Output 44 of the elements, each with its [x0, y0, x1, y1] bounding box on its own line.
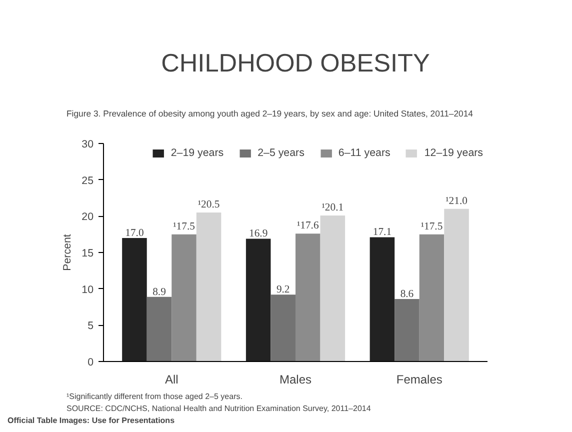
- data-label: 16.9: [249, 228, 268, 240]
- x-tick-label: Males: [279, 372, 312, 386]
- data-label: ¹17.5: [173, 221, 195, 232]
- legend-label: 2–19 years: [170, 147, 224, 159]
- data-label: ¹20.5: [198, 200, 220, 211]
- bar: [196, 212, 222, 362]
- bar: [394, 299, 420, 362]
- y-tick-label: 30: [82, 138, 94, 150]
- y-tick-label: 0: [88, 356, 94, 368]
- bar: [370, 237, 395, 362]
- data-label: 8.6: [400, 289, 414, 300]
- bar: [122, 238, 147, 362]
- source-note: SOURCE: CDC/NCHS, National Health and Nutrition Examination Survey, 2011–2014: [66, 404, 372, 413]
- bar: [146, 296, 172, 362]
- y-tick-label: 10: [82, 284, 94, 296]
- x-tick-label: All: [164, 372, 178, 386]
- bar: [296, 234, 320, 362]
- bar: [320, 215, 346, 362]
- legend-label: 12–19 years: [424, 147, 483, 159]
- bar: [444, 208, 469, 362]
- data-label: 8.9: [152, 286, 166, 298]
- data-label: 17.0: [125, 228, 144, 239]
- data-label: 9.2: [276, 284, 290, 296]
- legend-label: 6–11 years: [338, 147, 390, 159]
- bar: [270, 294, 296, 362]
- data-label: ¹17.5: [420, 221, 443, 232]
- chart-subtitle: Figure 3. Prevalence of obesity among youth aged 2–19 years, by sex and age: United States, 2011–2014: [66, 108, 474, 118]
- text: Official Table Images: Use for Presentations: [8, 416, 176, 425]
- data-label: ¹20.1: [322, 202, 344, 214]
- y-tick-label: 25: [82, 174, 94, 187]
- y-tick-label: 5: [88, 320, 94, 332]
- y-tick-label: 20: [82, 211, 94, 224]
- y-tick-label: 15: [82, 248, 94, 260]
- bar: [246, 238, 271, 362]
- data-label: ¹21.0: [446, 196, 468, 207]
- chart-title: CHILDHOOD OBESITY: [161, 50, 430, 78]
- x-tick-label: Females: [396, 372, 442, 386]
- data-label: ¹17.6: [296, 220, 320, 232]
- legend-label: 2–5 years: [258, 147, 304, 159]
- y-axis-title: Percent: [62, 234, 74, 271]
- text: ¹Significantly different from those aged 2–5 years.: [66, 392, 242, 401]
- bar: [419, 234, 444, 362]
- bar: [172, 234, 196, 362]
- data-label: 17.1: [372, 227, 392, 238]
